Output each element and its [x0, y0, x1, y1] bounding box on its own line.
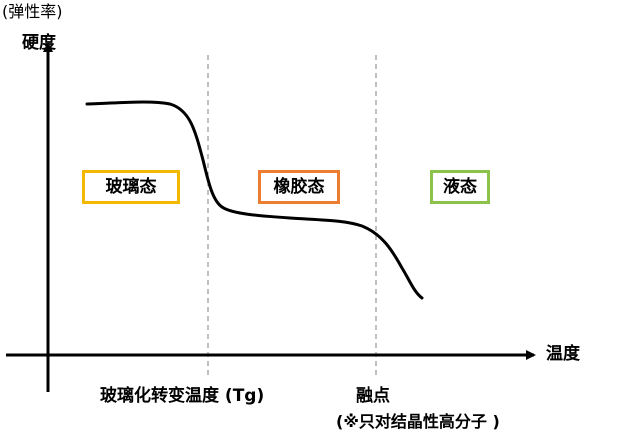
rubbery-state-box: 橡胶态	[258, 170, 340, 204]
modulus-note: (弹性率)	[2, 2, 63, 21]
y-axis-label: 硬度	[22, 33, 56, 53]
melting-point-note: (※只对结晶性高分子 )	[336, 412, 500, 431]
hardness-curve	[85, 100, 424, 300]
rubbery-state-label: 橡胶态	[273, 177, 325, 197]
liquid-state-box: 液态	[430, 170, 490, 204]
x-axis-label: 温度	[546, 344, 580, 364]
liquid-state-label: 液态	[443, 177, 477, 197]
melting-point-label: 融点	[356, 386, 390, 406]
glass-transition-label: 玻璃化转变温度 (Tg)	[100, 386, 265, 406]
glassy-state-label: 玻璃态	[105, 177, 157, 197]
glassy-state-box: 玻璃态	[82, 170, 180, 204]
